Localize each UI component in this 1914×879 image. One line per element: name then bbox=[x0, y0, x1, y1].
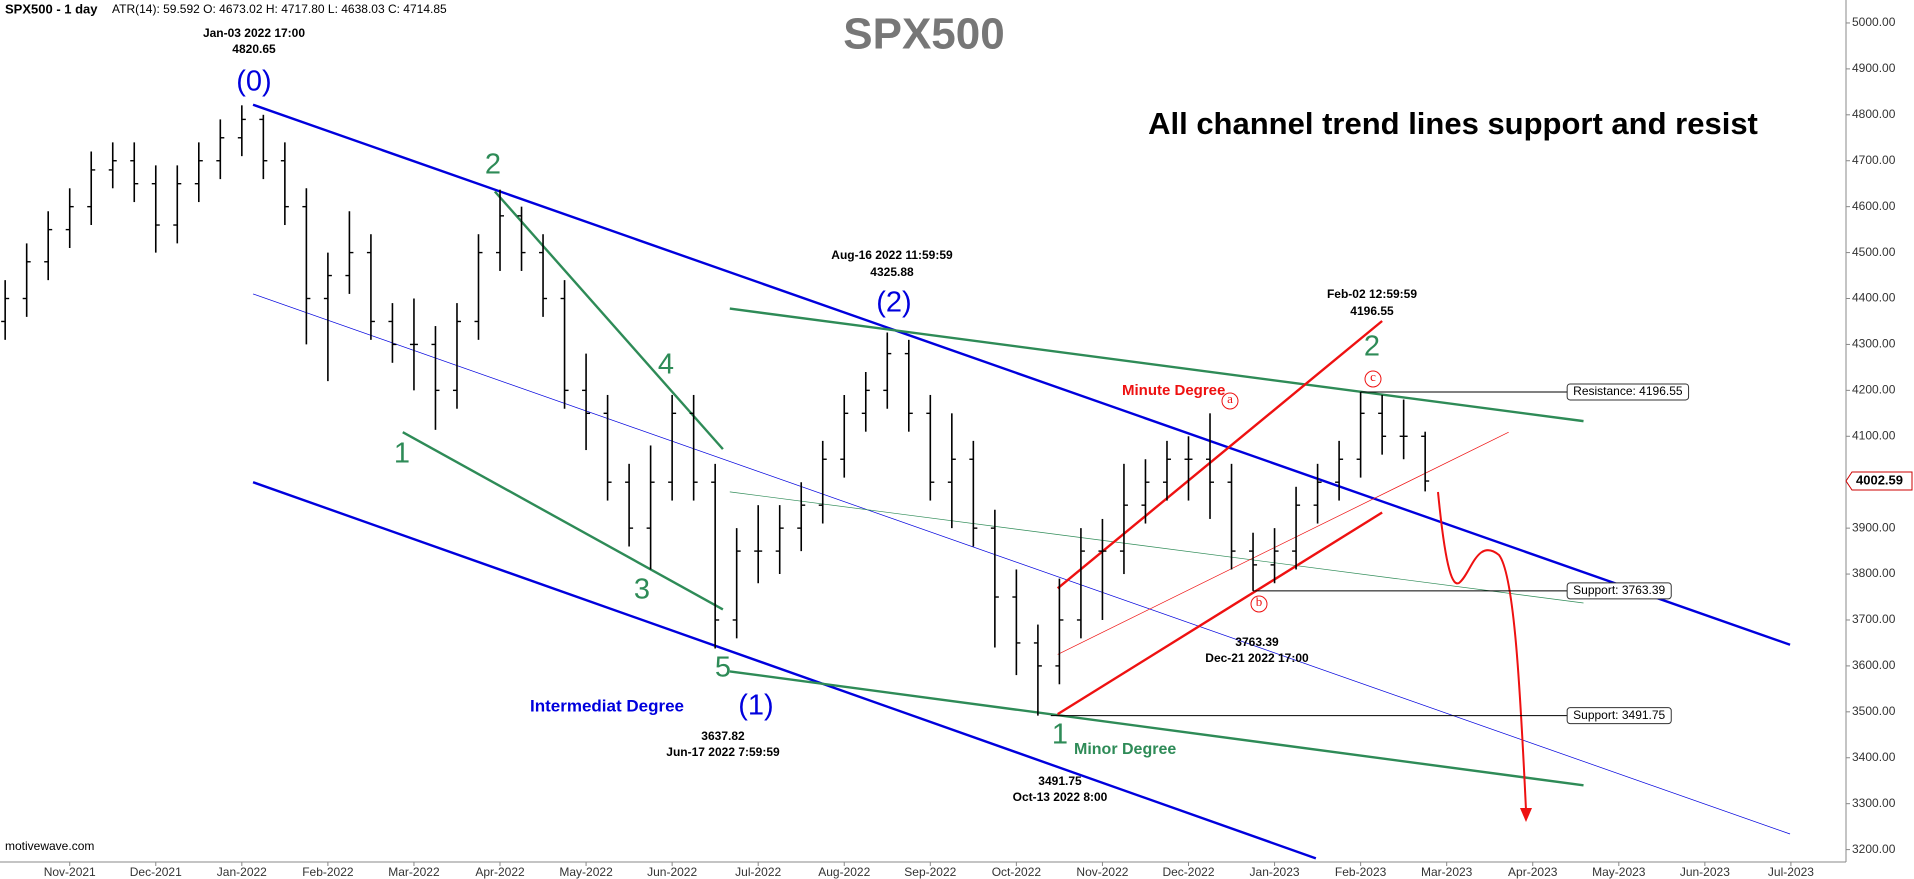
y-tick-label: 3700.00 bbox=[1852, 612, 1896, 626]
x-tick-label: Mar-2022 bbox=[388, 865, 440, 879]
wave-label: (1) bbox=[738, 690, 773, 722]
x-tick-label: Nov-2021 bbox=[44, 865, 96, 879]
source: motivewave.com bbox=[5, 839, 94, 853]
x-tick-label: May-2022 bbox=[559, 865, 613, 879]
wave-label: 3 bbox=[634, 574, 650, 606]
forecast-path bbox=[1437, 491, 1527, 811]
y-tick-label: 4500.00 bbox=[1852, 245, 1896, 259]
x-tick-label: Mar-2023 bbox=[1421, 865, 1473, 879]
trend-line bbox=[729, 670, 1584, 787]
trend-line bbox=[493, 190, 724, 450]
price-tag bbox=[1845, 471, 1913, 491]
x-tick-label: Jan-2022 bbox=[217, 865, 267, 879]
x-tick-label: Nov-2022 bbox=[1076, 865, 1128, 879]
y-tick-label: 4200.00 bbox=[1852, 383, 1896, 397]
wave-label: 4 bbox=[658, 349, 674, 381]
price-tag-label: 4002.59 bbox=[1856, 472, 1903, 487]
trend-line bbox=[402, 431, 724, 611]
price-label: 4196.55 bbox=[1350, 304, 1394, 318]
x-tick-label: May-2023 bbox=[1592, 865, 1646, 879]
x-tick-label: Feb-2022 bbox=[302, 865, 354, 879]
price-label: 3763.39 bbox=[1235, 635, 1279, 649]
degree-label: Intermediat Degree bbox=[530, 696, 684, 715]
y-tick-label: 4600.00 bbox=[1852, 199, 1896, 213]
y-tick-label: 4700.00 bbox=[1852, 153, 1896, 167]
x-tick-label: Jul-2022 bbox=[735, 865, 781, 879]
degree-label: Minor Degree bbox=[1074, 741, 1176, 758]
y-tick-label: 3800.00 bbox=[1852, 566, 1896, 580]
wave-label: 1 bbox=[1052, 719, 1068, 751]
level-label: Resistance: 4196.55 bbox=[1573, 384, 1683, 398]
y-tick-label: 3900.00 bbox=[1852, 520, 1896, 534]
y-tick-label: 3300.00 bbox=[1852, 796, 1896, 810]
degree-label: Minute Degree bbox=[1122, 382, 1225, 399]
x-tick-label: Jan-2023 bbox=[1250, 865, 1300, 879]
annotation: Jan-03 2022 17:00 bbox=[203, 26, 305, 40]
x-tick-label: Feb-2023 bbox=[1335, 865, 1387, 879]
y-tick-label: 4900.00 bbox=[1852, 61, 1896, 75]
trend-line bbox=[252, 293, 1791, 835]
y-tick-label: 4400.00 bbox=[1852, 291, 1896, 305]
y-tick-label: 5000.00 bbox=[1852, 15, 1896, 29]
y-tick-label: 4800.00 bbox=[1852, 107, 1896, 121]
x-tick-label: Jun-2022 bbox=[647, 865, 697, 879]
x-tick-label: Sep-2022 bbox=[904, 865, 956, 879]
y-tick-label: 3600.00 bbox=[1852, 658, 1896, 672]
y-tick-label: 3500.00 bbox=[1852, 704, 1896, 718]
trend-line bbox=[1057, 431, 1509, 655]
level-box bbox=[1566, 383, 1690, 401]
wave-label: b bbox=[1256, 594, 1263, 609]
y-tick-label: 4300.00 bbox=[1852, 337, 1896, 351]
wave-circle bbox=[1250, 595, 1268, 613]
trend-line bbox=[1057, 511, 1383, 716]
annotation: Dec-21 2022 17:00 bbox=[1205, 651, 1309, 665]
x-tick-label: Apr-2022 bbox=[475, 865, 525, 879]
trend-line bbox=[1056, 320, 1383, 590]
wave-label: 1 bbox=[394, 438, 410, 470]
level-box bbox=[1566, 707, 1672, 725]
x-tick-label: Dec-2022 bbox=[1162, 865, 1214, 879]
annotation: Feb-02 12:59:59 bbox=[1327, 287, 1417, 301]
wave-circle bbox=[1364, 370, 1382, 388]
forecast-arrow bbox=[1520, 808, 1532, 822]
wave-label: 2 bbox=[1364, 331, 1380, 363]
stats: ATR(14): 59.592 O: 4673.02 H: 4717.80 L:… bbox=[112, 2, 447, 16]
price-label: 4820.65 bbox=[232, 42, 276, 56]
trend-line bbox=[252, 103, 1791, 646]
chart-title: SPX500 bbox=[843, 10, 1004, 59]
level-box bbox=[1566, 582, 1672, 600]
trend-line bbox=[729, 491, 1584, 604]
level-label: Support: 3491.75 bbox=[1573, 708, 1665, 722]
level-label: Support: 3763.39 bbox=[1573, 583, 1665, 597]
symbol: SPX500 - 1 day bbox=[5, 1, 98, 16]
wave-label: 5 bbox=[715, 652, 731, 684]
x-tick-label: Aug-2022 bbox=[818, 865, 870, 879]
price-label: 3637.82 bbox=[701, 729, 745, 743]
trend-line bbox=[252, 481, 1317, 860]
wave-label: (2) bbox=[876, 287, 911, 319]
y-tick-label: 4100.00 bbox=[1852, 428, 1896, 442]
annotation: Oct-13 2022 8:00 bbox=[1013, 790, 1108, 804]
annotation: Jun-17 2022 7:59:59 bbox=[666, 745, 780, 759]
price-label: 3491.75 bbox=[1038, 774, 1082, 788]
x-tick-label: Jun-2023 bbox=[1680, 865, 1730, 879]
trend-line bbox=[729, 307, 1584, 423]
y-tick-label: 3400.00 bbox=[1852, 750, 1896, 764]
subtitle: All channel trend lines support and resi… bbox=[1148, 106, 1758, 141]
wave-label: a bbox=[1227, 391, 1233, 406]
x-tick-label: Apr-2023 bbox=[1508, 865, 1558, 879]
x-tick-label: Oct-2022 bbox=[992, 865, 1042, 879]
x-tick-label: Dec-2021 bbox=[130, 865, 182, 879]
wave-label: c bbox=[1370, 369, 1376, 384]
y-tick-label: 3200.00 bbox=[1852, 842, 1896, 856]
plot-area bbox=[1, 103, 1791, 860]
wave-label: 2 bbox=[485, 149, 501, 181]
price-label: 4325.88 bbox=[870, 265, 914, 279]
annotation: Aug-16 2022 11:59:59 bbox=[831, 248, 953, 262]
x-tick-label: Jul-2023 bbox=[1768, 865, 1814, 879]
wave-label: (0) bbox=[236, 66, 271, 98]
wave-circle bbox=[1221, 392, 1239, 410]
